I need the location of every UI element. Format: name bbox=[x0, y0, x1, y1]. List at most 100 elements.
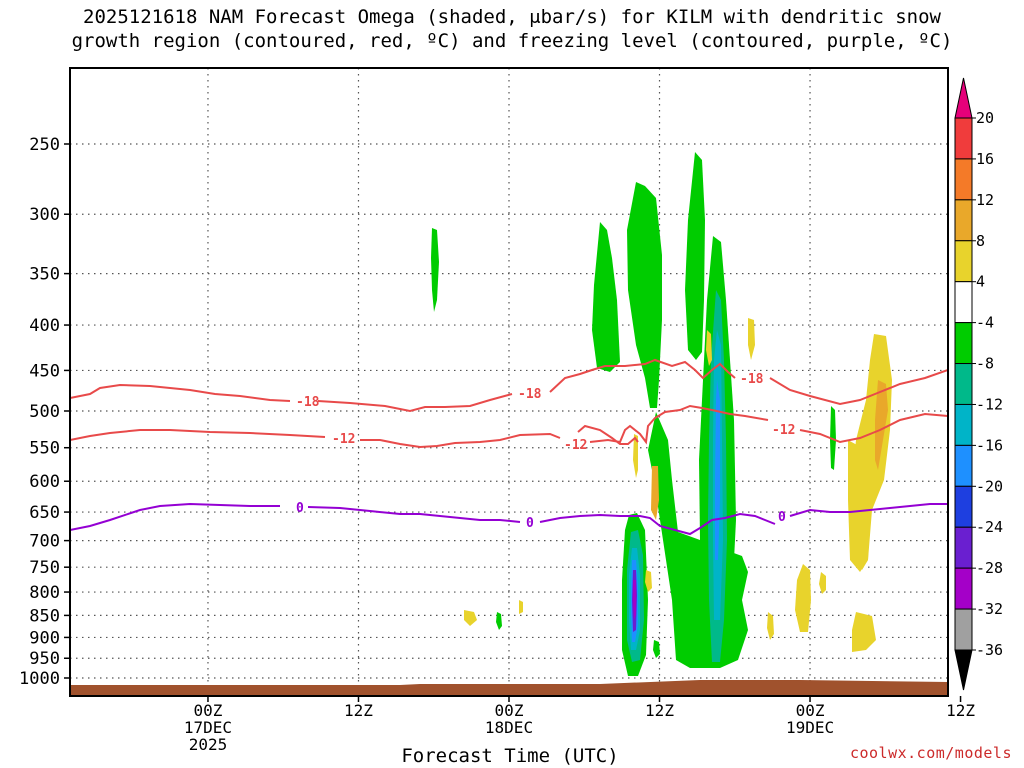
y-tick-label: 950 bbox=[29, 649, 60, 669]
colorbar-segment bbox=[954, 526, 973, 569]
omega-patch bbox=[633, 434, 638, 478]
y-tick-label: 1000 bbox=[19, 669, 60, 689]
x-axis: 00Z17DEC202512Z00Z18DEC12Z00Z19DEC12Z00Z… bbox=[184, 696, 975, 754]
contour-label: 0 bbox=[778, 510, 786, 525]
colorbar-segment bbox=[954, 158, 973, 201]
y-axis: 2503003504004505005506006507007508008509… bbox=[19, 135, 70, 689]
x-axis-title: Forecast Time (UTC) bbox=[401, 745, 619, 767]
colorbar-segment bbox=[954, 363, 973, 405]
colorbar-label: 4 bbox=[976, 273, 985, 291]
y-tick-label: 350 bbox=[29, 265, 60, 285]
credit-text: coolwx.com/models bbox=[849, 744, 1012, 762]
colorbar-segment bbox=[954, 567, 973, 610]
omega-patch bbox=[653, 640, 660, 658]
contour-label: -18 bbox=[296, 395, 320, 410]
colorbar-label: -24 bbox=[976, 518, 1003, 536]
x-tick-label: 17DEC bbox=[184, 718, 232, 737]
colorbar-segment bbox=[954, 608, 973, 651]
omega-patch bbox=[706, 330, 712, 366]
colorbar-bottom-arrow bbox=[954, 649, 973, 691]
y-tick-label: 300 bbox=[29, 205, 60, 225]
colorbar-label: -16 bbox=[976, 436, 1003, 454]
colorbar-top-arrow bbox=[954, 77, 973, 119]
colorbar-segment bbox=[954, 117, 973, 160]
omega-patch bbox=[651, 466, 659, 520]
colorbar-segment bbox=[954, 199, 973, 242]
omega-patch bbox=[685, 152, 705, 360]
omega-patch bbox=[431, 228, 439, 312]
y-tick-label: 450 bbox=[29, 361, 60, 381]
y-tick-label: 750 bbox=[29, 558, 60, 578]
chart-title-line-2: growth region (contoured, red, ºC) and f… bbox=[71, 30, 953, 52]
y-tick-label: 600 bbox=[29, 472, 60, 492]
omega-patch bbox=[830, 406, 836, 470]
contour-label: 0 bbox=[296, 501, 304, 516]
y-tick-label: 650 bbox=[29, 503, 60, 523]
contour-label: -12 bbox=[332, 432, 355, 447]
colorbar-label: -32 bbox=[976, 600, 1003, 618]
omega-patch bbox=[848, 440, 870, 572]
contour-label: -12 bbox=[772, 423, 795, 438]
y-tick-label: 850 bbox=[29, 606, 60, 626]
colorbar-label: -36 bbox=[976, 641, 1003, 659]
omega-patch bbox=[645, 570, 652, 592]
contour-freezing-0 bbox=[70, 502, 948, 536]
omega-patch bbox=[875, 380, 888, 470]
colorbar-segment bbox=[954, 403, 973, 446]
omega-patch bbox=[627, 182, 662, 408]
colorbar-label: -12 bbox=[976, 395, 1003, 413]
omega-patch bbox=[633, 580, 636, 620]
colorbar-label: 16 bbox=[976, 150, 994, 168]
x-tick-label: 12Z bbox=[946, 701, 975, 720]
colorbar-label: 12 bbox=[976, 191, 994, 209]
colorbar-segment bbox=[954, 281, 973, 324]
temperature-contours bbox=[70, 358, 948, 687]
x-tick-label: 12Z bbox=[645, 701, 674, 720]
contour-label: -12 bbox=[564, 438, 587, 453]
colorbar-label: -8 bbox=[976, 355, 994, 373]
contour-minus12-inner bbox=[577, 424, 639, 445]
colorbar: 20 16 12 8 4 -4 -8 -12 -16 -20 -24 -28 -32 -36 bbox=[954, 77, 1003, 691]
y-tick-label: 500 bbox=[29, 402, 60, 422]
plot-area bbox=[70, 68, 948, 696]
omega-patch bbox=[767, 612, 774, 640]
colorbar-segment bbox=[954, 240, 973, 283]
omega-patch bbox=[592, 222, 620, 372]
contour-label: -18 bbox=[740, 372, 764, 387]
omega-patch bbox=[464, 610, 477, 626]
omega-patch bbox=[519, 600, 523, 614]
omega-patch bbox=[819, 572, 826, 594]
contour-minus12 bbox=[70, 404, 948, 449]
x-tick-label: 2025 bbox=[189, 735, 228, 754]
contour-minus18 bbox=[70, 358, 948, 413]
colorbar-label: 20 bbox=[976, 109, 994, 127]
y-tick-label: 550 bbox=[29, 439, 60, 459]
x-tick-label: 00Z bbox=[796, 701, 825, 720]
y-tick-label: 400 bbox=[29, 316, 60, 336]
omega-patch bbox=[748, 318, 755, 360]
omega-patch bbox=[852, 612, 876, 652]
y-tick-label: 900 bbox=[29, 628, 60, 648]
y-tick-label: 250 bbox=[29, 135, 60, 155]
contour-label: 0 bbox=[526, 516, 534, 531]
omega-patch bbox=[795, 564, 811, 632]
x-tick-label: 00Z bbox=[495, 701, 524, 720]
x-tick-label: 18DEC bbox=[485, 718, 533, 737]
colorbar-label: -28 bbox=[976, 559, 1003, 577]
colorbar-label: -4 bbox=[976, 314, 994, 332]
colorbar-label: 8 bbox=[976, 232, 985, 250]
chart-title-line-1: 2025121618 NAM Forecast Omega (shaded, μ… bbox=[83, 6, 941, 28]
omega-patch bbox=[496, 612, 502, 630]
terrain-surface bbox=[70, 680, 948, 696]
y-tick-label: 700 bbox=[29, 532, 60, 552]
gridlines bbox=[70, 68, 948, 696]
colorbar-segment bbox=[954, 485, 973, 528]
omega-patch bbox=[715, 380, 720, 560]
colorbar-segment bbox=[954, 322, 973, 365]
x-tick-label: 00Z bbox=[194, 701, 223, 720]
contour-label: -18 bbox=[518, 387, 542, 402]
colorbar-label: -20 bbox=[976, 477, 1003, 495]
x-tick-label: 19DEC bbox=[786, 718, 834, 737]
y-tick-label: 800 bbox=[29, 583, 60, 603]
